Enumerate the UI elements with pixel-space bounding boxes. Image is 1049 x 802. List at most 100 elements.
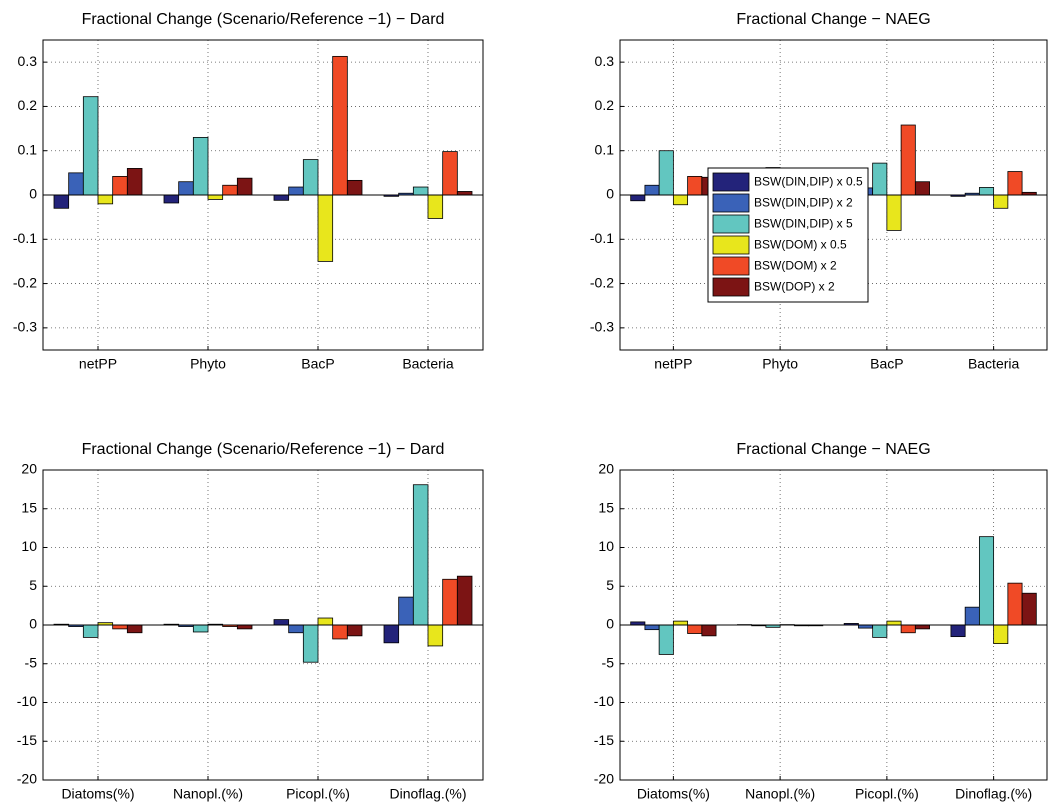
y-tick-label: 0: [29, 616, 37, 632]
bar: [1021, 592, 1037, 626]
bar: [1007, 171, 1023, 196]
y-tick-label: 0.1: [595, 141, 615, 157]
y-tick-label: -15: [17, 732, 37, 748]
bar: [273, 194, 290, 201]
bar: [288, 624, 304, 634]
bar: [332, 55, 348, 196]
y-tick-label: 0.3: [18, 53, 38, 69]
bar: [207, 194, 224, 200]
bar: [687, 175, 703, 196]
bar: [900, 124, 916, 196]
bar: [163, 194, 180, 204]
x-tick-label: Diatoms(%): [637, 786, 710, 802]
bar: [273, 619, 290, 626]
bar: [222, 184, 238, 196]
y-tick-label: -0.1: [13, 230, 37, 246]
x-tick-label: Bacteria: [968, 356, 1020, 372]
y-tick-label: -20: [17, 771, 37, 787]
bar: [178, 181, 194, 196]
bar: [872, 162, 888, 196]
bar: [658, 150, 674, 196]
bar: [112, 624, 128, 630]
bar: [672, 620, 689, 626]
bar: [398, 596, 414, 626]
y-tick-label: 0: [606, 186, 614, 202]
legend-label: BSW(DIN,DIP) x 5: [754, 217, 853, 231]
bar: [701, 624, 717, 637]
bar: [82, 624, 99, 638]
bar: [886, 194, 902, 231]
x-tick-label: Nanopl.(%): [173, 786, 243, 802]
y-tick-label: 0: [606, 616, 614, 632]
bar: [456, 575, 473, 626]
bar: [978, 187, 995, 196]
y-tick-label: -15: [594, 732, 614, 748]
bar: [302, 159, 319, 196]
axes-frame: [619, 469, 1048, 781]
x-tick-label: Diatoms(%): [61, 786, 134, 802]
bar: [68, 172, 84, 196]
y-tick-label: -5: [602, 654, 615, 670]
bar: [900, 624, 916, 634]
x-tick-label: Phyto: [190, 356, 226, 372]
bar: [950, 624, 966, 638]
bar: [914, 624, 930, 630]
y-tick-label: 10: [21, 538, 37, 554]
bar: [346, 179, 363, 196]
x-tick-label: Picopl.(%): [855, 786, 919, 802]
legend-label: BSW(DIN,DIP) x 0.5: [754, 175, 863, 189]
y-tick-label: -5: [25, 654, 38, 670]
legend-label: BSW(DOM) x 0.5: [754, 238, 847, 252]
bar: [317, 617, 334, 626]
bar: [332, 624, 348, 640]
y-tick-label: -0.3: [590, 319, 614, 335]
bar: [658, 624, 674, 655]
bar: [886, 620, 902, 626]
axes-frame: [42, 39, 484, 351]
y-tick-label: 15: [598, 499, 614, 515]
x-tick-label: netPP: [79, 356, 117, 372]
y-tick-label: 5: [606, 577, 614, 593]
bar: [192, 137, 209, 196]
bar: [192, 624, 209, 633]
legend-label: BSW(DIN,DIP) x 2: [754, 196, 853, 210]
legend-label: BSW(DOP) x 2: [754, 280, 835, 294]
y-tick-label: 20: [598, 461, 614, 477]
bar: [82, 96, 99, 196]
bar: [687, 624, 703, 634]
bar: [427, 194, 444, 219]
legend-swatch: [712, 277, 750, 297]
x-tick-label: Picopl.(%): [286, 786, 350, 802]
bar: [126, 168, 143, 196]
y-tick-label: -10: [594, 693, 614, 709]
y-tick-label: 5: [29, 577, 37, 593]
y-tick-label: -0.2: [13, 274, 37, 290]
bar: [383, 624, 400, 644]
bar: [456, 191, 473, 196]
chart-title: Fractional Change − NAEG: [736, 441, 930, 458]
y-tick-label: -0.1: [590, 230, 614, 246]
bar: [346, 624, 363, 637]
x-tick-label: Nanopl.(%): [745, 786, 815, 802]
y-tick-label: 0.1: [18, 141, 38, 157]
bar: [672, 194, 689, 206]
x-tick-label: Phyto: [762, 356, 798, 372]
y-tick-label: -20: [594, 771, 614, 787]
bar: [978, 536, 995, 626]
bar: [644, 624, 660, 631]
y-tick-label: 0.3: [595, 53, 615, 69]
bar: [442, 578, 458, 626]
chart-title: Fractional Change (Scenario/Reference −1…: [82, 11, 445, 28]
bar: [412, 186, 429, 196]
bar: [644, 184, 660, 196]
legend-swatch: [712, 172, 750, 192]
bar: [53, 194, 70, 209]
bar: [993, 624, 1009, 645]
x-tick-label: Dinoflag.(%): [955, 786, 1032, 802]
bar: [317, 194, 334, 262]
chart-title: Fractional Change − NAEG: [736, 11, 930, 28]
x-tick-label: Bacteria: [402, 356, 454, 372]
y-tick-label: -0.3: [13, 319, 37, 335]
bar: [427, 624, 444, 647]
